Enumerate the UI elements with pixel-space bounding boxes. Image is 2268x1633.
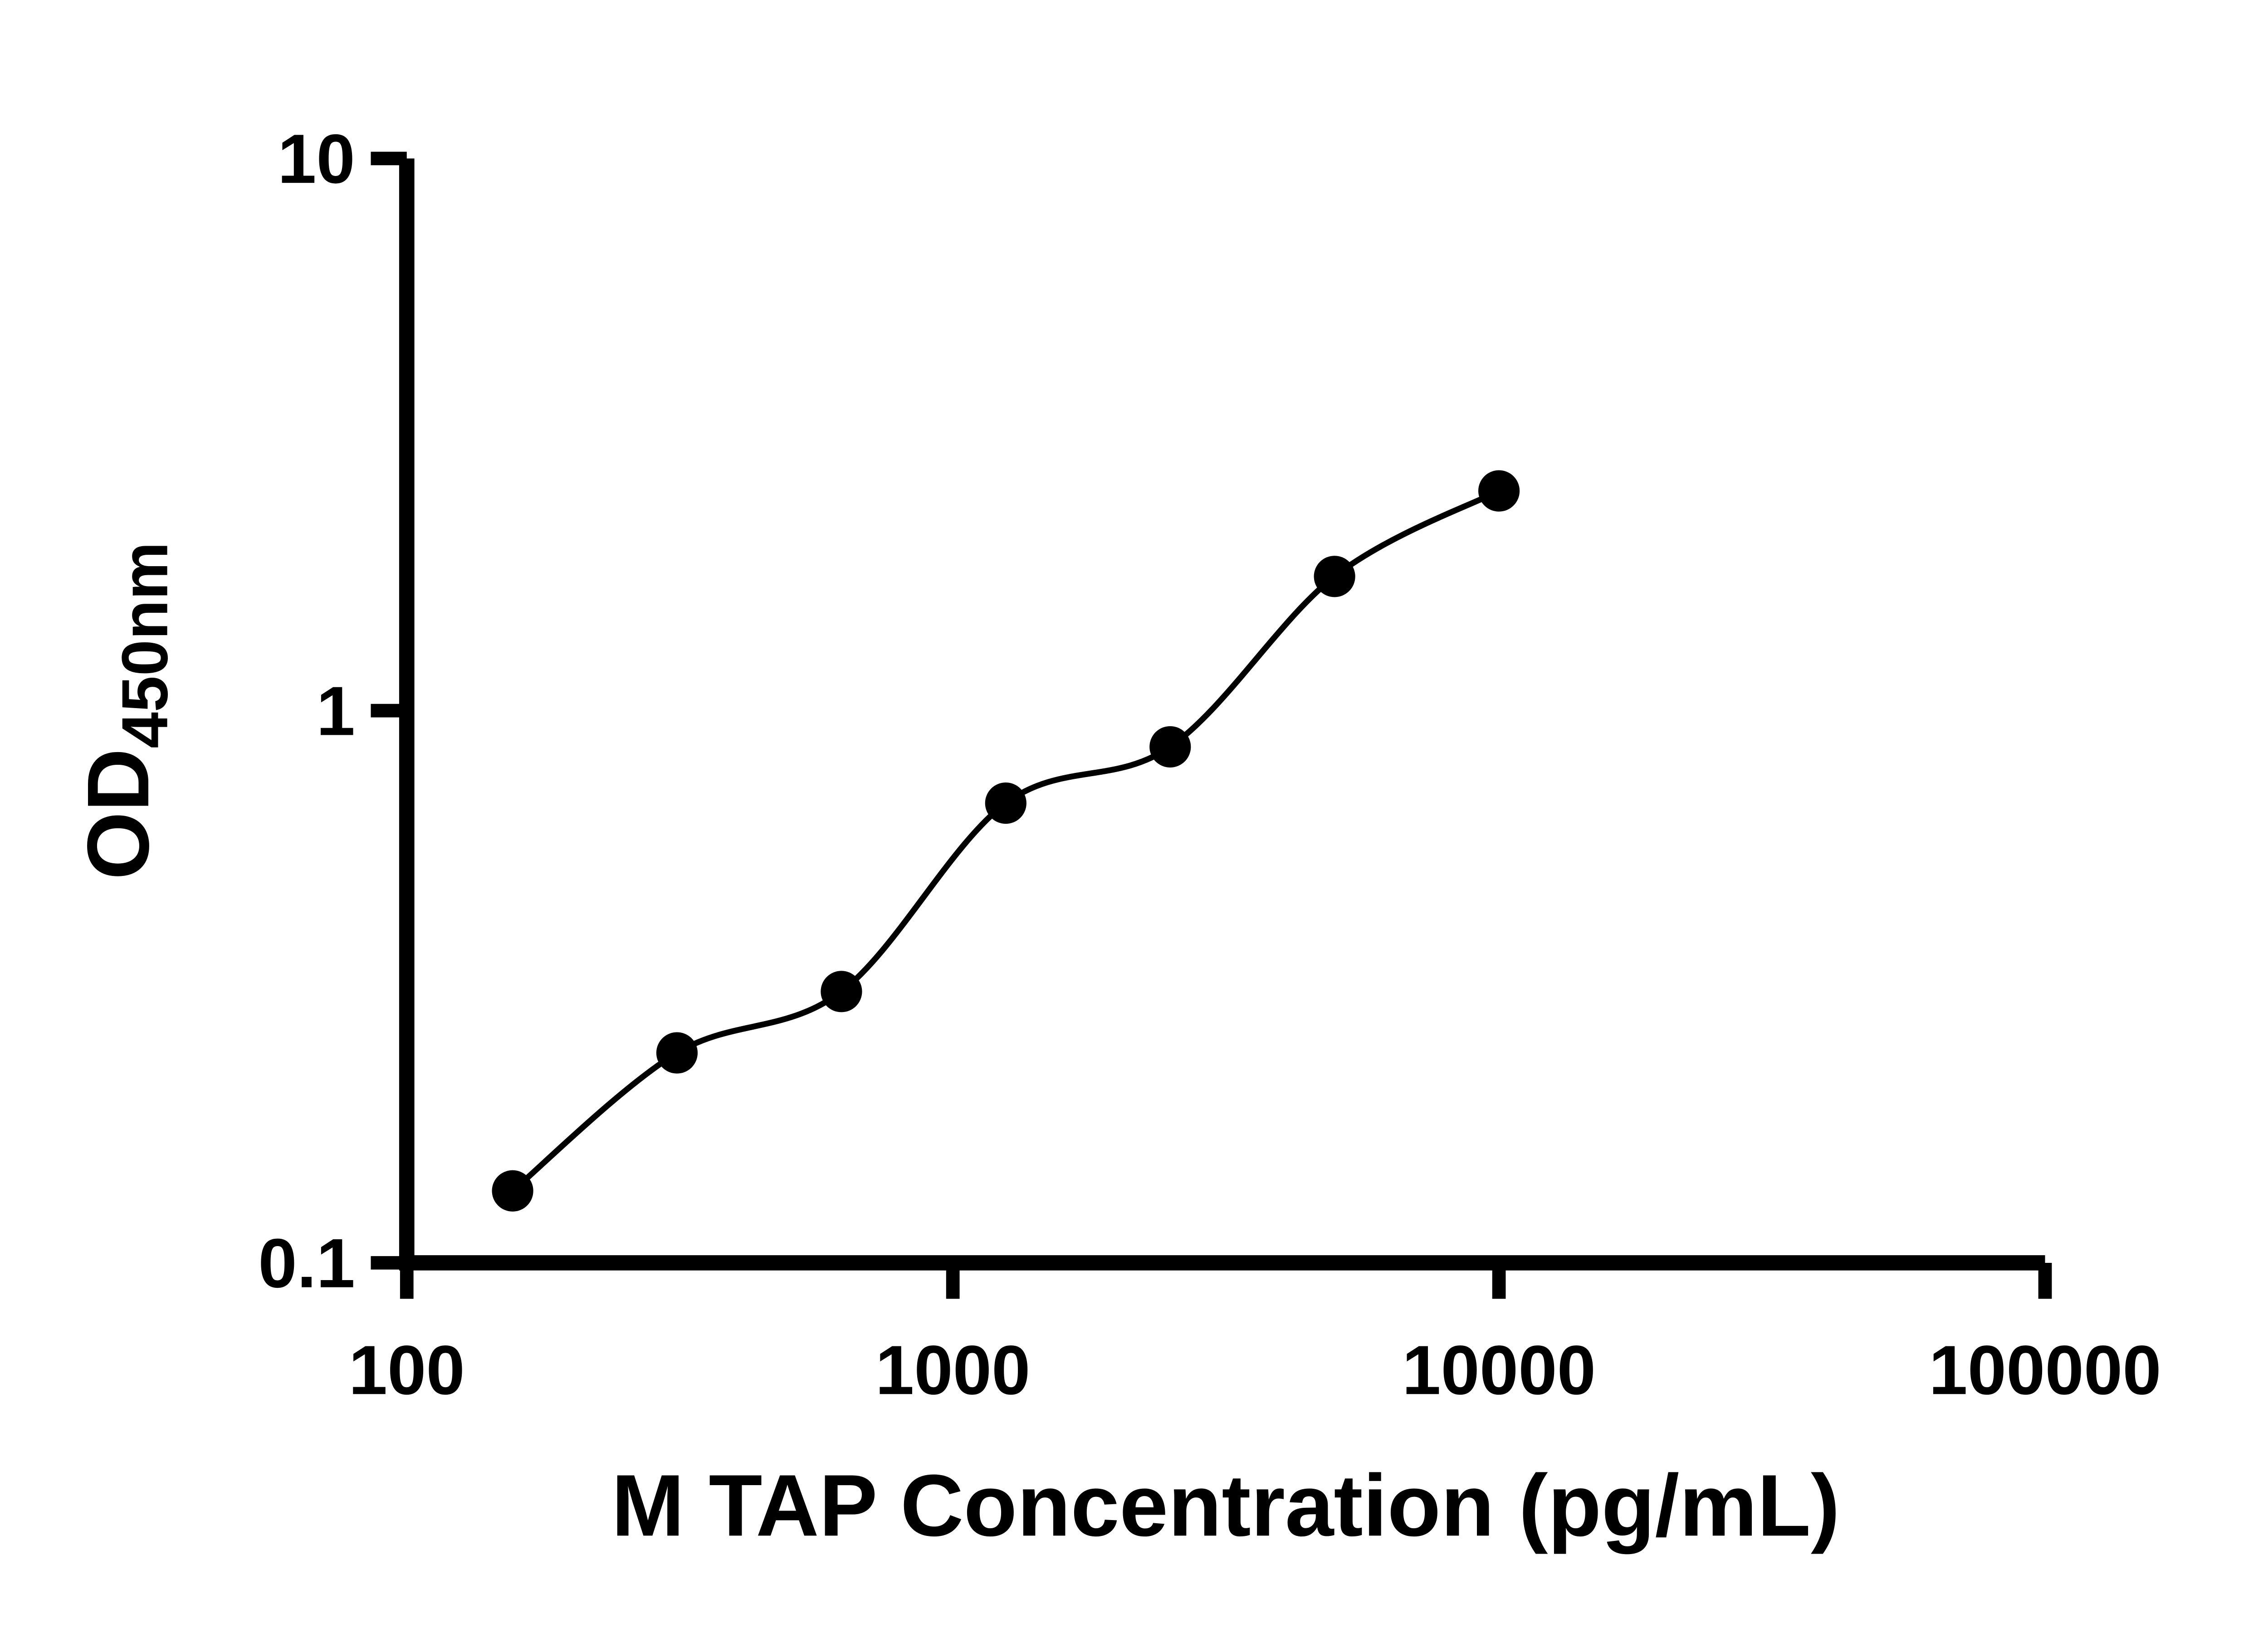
fit-curve [509,488,1502,1194]
data-point [1478,470,1520,512]
x-axis-title: M TAP Concentration (pg/mL) [611,1456,1840,1554]
y-axis-title: OD450nm [69,542,181,880]
data-point [656,1032,698,1074]
x-tick-label: 1000 [875,1331,1031,1409]
y-tick-label: 10 [278,120,355,198]
data-point [1149,726,1191,768]
y-tick-label: 1 [316,672,355,750]
x-tick-label: 100000 [1929,1331,2161,1409]
data-point [985,782,1026,824]
y-tick-label: 0.1 [258,1224,355,1302]
plot-area: 100 1000 10000 100000 10 1 0.1 [258,120,2161,1409]
y-axis-title-main: OD [69,748,167,880]
data-point [821,971,862,1012]
data-point [492,1170,533,1212]
x-tick-label: 100 [349,1331,465,1409]
axes [399,158,2045,1271]
y-axis-title-subscript: 450nm [109,542,181,748]
x-tick-label: 10000 [1402,1331,1596,1409]
data-point [1314,556,1355,597]
